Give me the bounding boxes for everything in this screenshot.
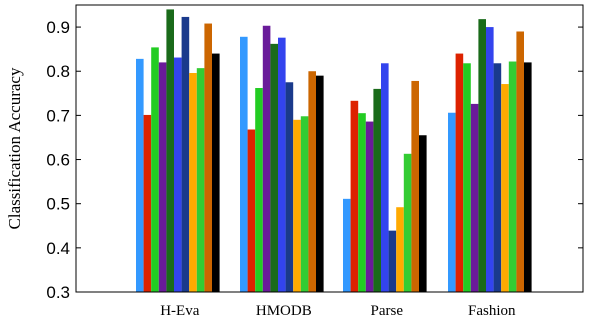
bar-parse-series-2: [350, 100, 359, 292]
bar-fashion-series-7: [493, 63, 502, 292]
bar-fashion-series-4: [470, 103, 479, 293]
y-axis: 0.3 0.4 0.5 0.6 0.7 0.8 0.9: [46, 18, 583, 302]
y-tick-label: 0.8: [46, 62, 70, 81]
x-category-label: H-Eva: [160, 303, 199, 319]
plot-frame: [75, 4, 584, 293]
bar-h-eva-series-2: [143, 114, 152, 292]
bar-h-eva-series-8: [189, 73, 197, 292]
bar-parse-series-1: [343, 198, 351, 292]
bar-fashion-series-1: [448, 112, 456, 293]
bar-hmodb-series-9: [300, 116, 309, 293]
bar-hmodb-series-8: [293, 119, 301, 292]
y-tick-label: 0.4: [46, 239, 70, 258]
bar-fashion-series-6: [486, 27, 494, 293]
bar-hmodb-series-2: [247, 129, 256, 292]
bar-h-eva-series-1: [136, 58, 144, 293]
bar-hmodb-series-5: [270, 43, 278, 292]
bar-hmodb-series-11: [316, 75, 324, 293]
x-category-label: Fashion: [468, 303, 516, 319]
x-category-label: HMODB: [256, 303, 312, 319]
bar-hmodb-series-4: [262, 25, 271, 292]
bar-hmodb-series-10: [308, 71, 316, 292]
bar-hmodb-series-1: [240, 36, 248, 292]
bar-h-eva-series-11: [212, 53, 220, 292]
bar-fashion-series-9: [508, 61, 517, 292]
bar-h-eva-series-5: [166, 9, 174, 292]
y-tick-label: 0.3: [46, 283, 70, 302]
x-category-label: Parse: [371, 303, 404, 319]
bar-parse-series-9: [403, 153, 412, 292]
bars-layer: [136, 9, 532, 293]
bar-fashion-series-11: [524, 62, 532, 293]
bar-parse-series-11: [419, 135, 427, 292]
bar-fashion-series-8: [501, 84, 509, 292]
bar-h-eva-series-4: [158, 62, 167, 293]
bar-hmodb-series-7: [285, 82, 294, 293]
y-tick-label: 0.6: [46, 151, 70, 170]
bar-hmodb-series-6: [278, 37, 286, 292]
bar-fashion-series-10: [516, 31, 524, 293]
x-axis: H-Eva HMODB Parse Fashion: [160, 303, 516, 319]
bar-fashion-series-2: [455, 53, 464, 292]
bar-parse-series-7: [388, 230, 397, 292]
bar-h-eva-series-9: [196, 68, 205, 292]
y-tick-label: 0.9: [46, 18, 70, 37]
bar-hmodb-series-3: [255, 88, 263, 292]
bar-parse-series-8: [396, 207, 404, 292]
bar-h-eva-series-3: [151, 47, 159, 292]
bar-fashion-series-5: [478, 19, 486, 292]
bar-parse-series-10: [411, 80, 419, 292]
y-axis-title: Classification Accuracy: [5, 67, 24, 229]
y-tick-label: 0.7: [46, 106, 70, 125]
bar-fashion-series-3: [463, 63, 471, 292]
bar-h-eva-series-6: [174, 57, 182, 292]
bar-h-eva-series-10: [204, 23, 212, 292]
bar-h-eva-series-7: [181, 16, 190, 292]
bar-parse-series-3: [358, 113, 366, 293]
bar-parse-series-6: [381, 63, 389, 292]
bar-parse-series-5: [373, 88, 381, 292]
bar-parse-series-4: [365, 121, 374, 292]
y-tick-label: 0.5: [46, 195, 70, 214]
